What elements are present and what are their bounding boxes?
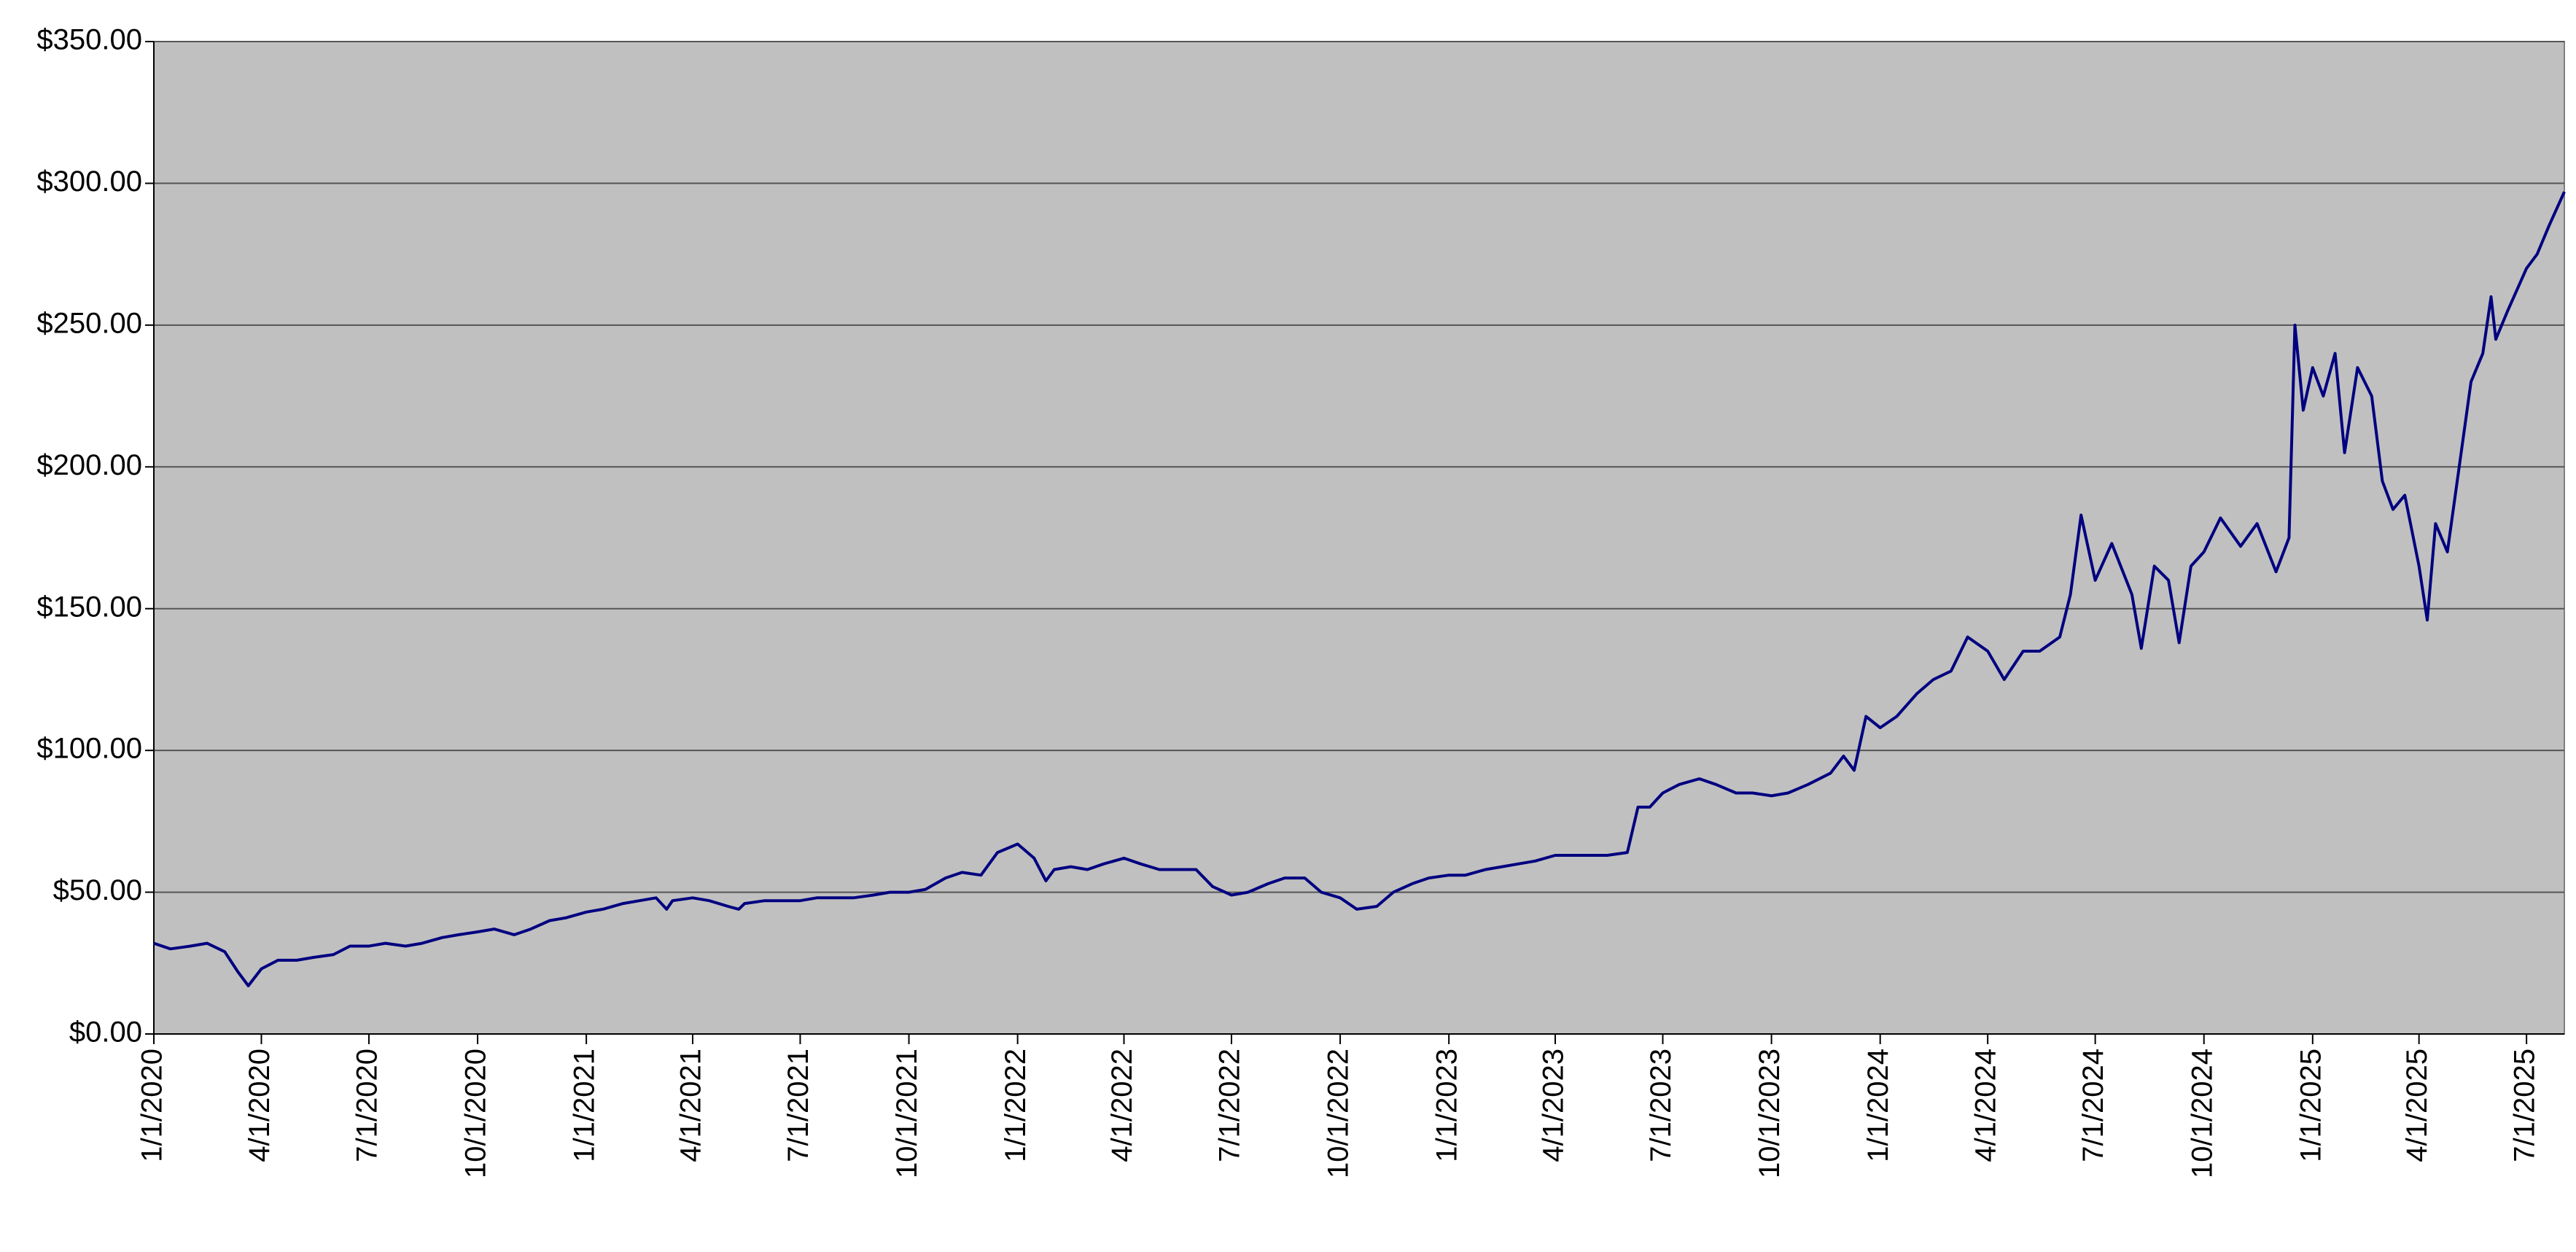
x-tick-label: 7/1/2020	[351, 1049, 384, 1162]
y-tick-label: $200.00	[36, 449, 142, 481]
y-tick-label: $50.00	[53, 874, 142, 906]
x-tick-label: 7/1/2025	[2509, 1049, 2541, 1162]
x-tick-label: 10/1/2023	[1754, 1049, 1786, 1178]
x-tick-label: 1/1/2022	[1000, 1049, 1032, 1162]
y-tick-label: $0.00	[69, 1016, 142, 1049]
x-tick-label: 7/1/2022	[1214, 1049, 1246, 1162]
x-tick-label: 1/1/2024	[1862, 1049, 1894, 1162]
x-tick-label: 4/1/2025	[2401, 1049, 2433, 1162]
x-tick-label: 7/1/2023	[1645, 1049, 1677, 1162]
x-tick-label: 4/1/2022	[1106, 1049, 1138, 1162]
y-tick-label: $150.00	[36, 591, 142, 623]
x-tick-label: 1/1/2023	[1431, 1049, 1463, 1162]
y-tick-label: $300.00	[36, 166, 142, 198]
x-tick-label: 4/1/2021	[675, 1049, 707, 1162]
x-tick-label: 4/1/2024	[1970, 1049, 2002, 1162]
x-tick-label: 1/1/2020	[136, 1049, 168, 1162]
x-tick-label: 1/1/2025	[2295, 1049, 2327, 1162]
x-tick-label: 10/1/2020	[460, 1049, 492, 1178]
x-tick-label: 7/1/2021	[782, 1049, 814, 1162]
x-tick-label: 4/1/2020	[244, 1049, 276, 1162]
y-tick-label: $350.00	[36, 24, 142, 56]
x-tick-label: 10/1/2024	[2186, 1049, 2218, 1178]
y-tick-label: $100.00	[36, 733, 142, 765]
x-tick-label: 4/1/2023	[1538, 1049, 1570, 1162]
x-tick-label: 10/1/2022	[1323, 1049, 1355, 1178]
x-tick-label: 7/1/2024	[2077, 1049, 2109, 1162]
plot-area	[153, 41, 2565, 1035]
x-tick-label: 10/1/2021	[891, 1049, 923, 1178]
line-series	[153, 191, 2566, 987]
x-tick-label: 1/1/2021	[569, 1049, 601, 1162]
y-tick-label: $250.00	[36, 307, 142, 339]
